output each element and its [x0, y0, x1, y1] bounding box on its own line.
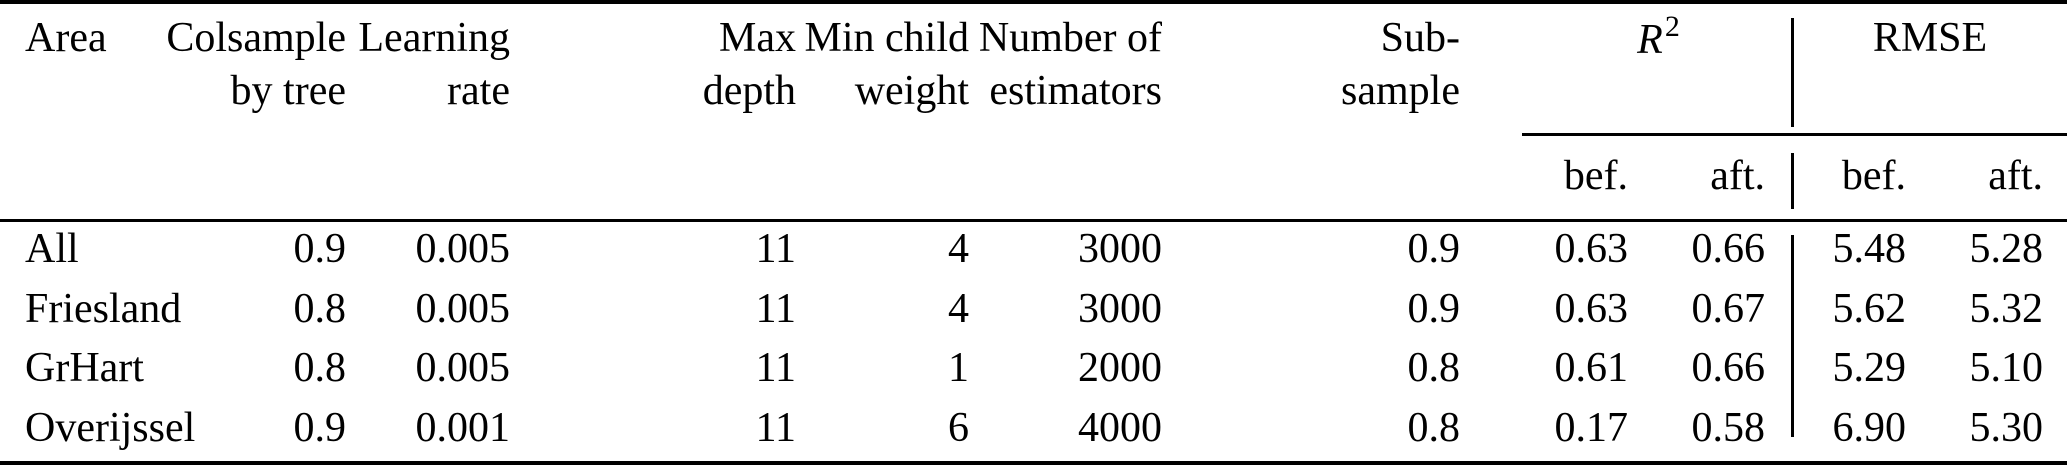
- column-header-area: Area: [0, 4, 190, 133]
- r2-superscript: 2: [1664, 10, 1680, 43]
- cell-subsample: 0.8: [1407, 405, 1461, 452]
- subcolumn-header-rmse-bef: bef.: [1841, 153, 1906, 199]
- cell-max-depth: 11: [755, 345, 796, 392]
- column-header-label: Min child weight: [804, 15, 970, 114]
- r2-rmse-divider-line: [1791, 18, 1794, 127]
- cell-rmse-aft: 5.10: [1969, 345, 2044, 392]
- column-header-label: Colsample by tree: [166, 15, 346, 114]
- cell-number-of-estimators: 3000: [1078, 225, 1162, 272]
- header-bottom-rule: [0, 219, 2067, 222]
- cell-colsample-by-tree: 0.8: [293, 345, 347, 392]
- column-header-learning-rate: Learning rate: [358, 4, 536, 133]
- cell-r2-bef: 0.63: [1554, 225, 1629, 272]
- cell-r2-aft: 0.66: [1691, 345, 1766, 392]
- cell-learning-rate: 0.005: [415, 225, 511, 272]
- r2-rmse-divider-line: [1791, 235, 1794, 437]
- cell-subsample: 0.9: [1407, 225, 1461, 272]
- column-header-min-child-weight: Min child weight: [805, 4, 995, 133]
- column-header-label: Sub-sample: [1341, 15, 1460, 114]
- r2-rmse-divider-line: [1791, 153, 1794, 209]
- cell-area: Friesland: [25, 285, 182, 332]
- cell-r2-aft: 0.66: [1691, 225, 1766, 272]
- cell-r2-bef: 0.17: [1554, 405, 1629, 452]
- cell-number-of-estimators: 3000: [1078, 285, 1162, 332]
- cell-rmse-bef: 5.62: [1832, 285, 1907, 332]
- cell-min-child-weight: 4: [948, 285, 969, 332]
- cell-number-of-estimators: 4000: [1078, 405, 1162, 452]
- cell-min-child-weight: 1: [948, 345, 969, 392]
- column-header-label: Number of estimators: [978, 15, 1162, 114]
- cell-max-depth: 11: [755, 405, 796, 452]
- cell-learning-rate: 0.005: [415, 345, 511, 392]
- cell-rmse-aft: 5.28: [1969, 225, 2044, 272]
- subcolumn-header-rmse-aft: aft.: [1988, 153, 2043, 199]
- r2-math-label: R2: [1637, 12, 1680, 64]
- cell-r2-bef: 0.63: [1554, 285, 1629, 332]
- subcolumn-header-r2-aft: aft.: [1710, 153, 1765, 199]
- cell-max-depth: 11: [755, 285, 796, 332]
- cell-rmse-bef: 5.29: [1832, 345, 1907, 392]
- cell-min-child-weight: 4: [948, 225, 969, 272]
- cell-max-depth: 11: [755, 225, 796, 272]
- column-group-r2: R2: [1522, 4, 1793, 133]
- cell-r2-aft: 0.58: [1691, 405, 1766, 452]
- cell-rmse-aft: 5.30: [1969, 405, 2044, 452]
- cell-rmse-bef: 6.90: [1832, 405, 1907, 452]
- table-top-rule: [0, 0, 2067, 4]
- column-header-label: Area: [25, 15, 107, 61]
- cell-colsample-by-tree: 0.9: [293, 405, 347, 452]
- column-header-label: Learning rate: [358, 15, 510, 114]
- cell-r2-aft: 0.67: [1691, 285, 1766, 332]
- rmse-label: RMSE: [1872, 15, 1988, 61]
- metrics-group-midrule: [1522, 133, 2067, 136]
- cell-colsample-by-tree: 0.9: [293, 225, 347, 272]
- cell-min-child-weight: 6: [948, 405, 969, 452]
- subcolumn-header-r2-bef: bef.: [1563, 153, 1628, 199]
- cell-learning-rate: 0.001: [415, 405, 511, 452]
- table-grid: Area Colsample by tree Learning rate Max…: [0, 4, 2067, 458]
- cell-number-of-estimators: 2000: [1078, 345, 1162, 392]
- subheader-spacer: [0, 133, 1522, 219]
- column-header-number-of-estimators: Number of estimators: [979, 4, 1188, 133]
- cell-colsample-by-tree: 0.8: [293, 285, 347, 332]
- cell-learning-rate: 0.005: [415, 285, 511, 332]
- cell-rmse-bef: 5.48: [1832, 225, 1907, 272]
- cell-area: GrHart: [25, 345, 144, 392]
- cell-area: Overijssel: [25, 405, 196, 452]
- table-bottom-rule: [0, 461, 2067, 465]
- column-header-label: Max depth: [702, 15, 796, 114]
- column-header-sub-sample: Sub-sample: [1188, 4, 1522, 133]
- column-header-colsample-by-tree: Colsample by tree: [166, 4, 372, 133]
- cell-subsample: 0.9: [1407, 285, 1461, 332]
- cell-rmse-aft: 5.32: [1969, 285, 2044, 332]
- cell-r2-bef: 0.61: [1554, 345, 1629, 392]
- cell-area: All: [25, 225, 79, 272]
- column-header-max-depth: Max depth: [536, 4, 822, 133]
- r2-base: R: [1637, 17, 1663, 63]
- cell-subsample: 0.8: [1407, 345, 1461, 392]
- column-group-rmse: RMSE: [1793, 4, 2067, 133]
